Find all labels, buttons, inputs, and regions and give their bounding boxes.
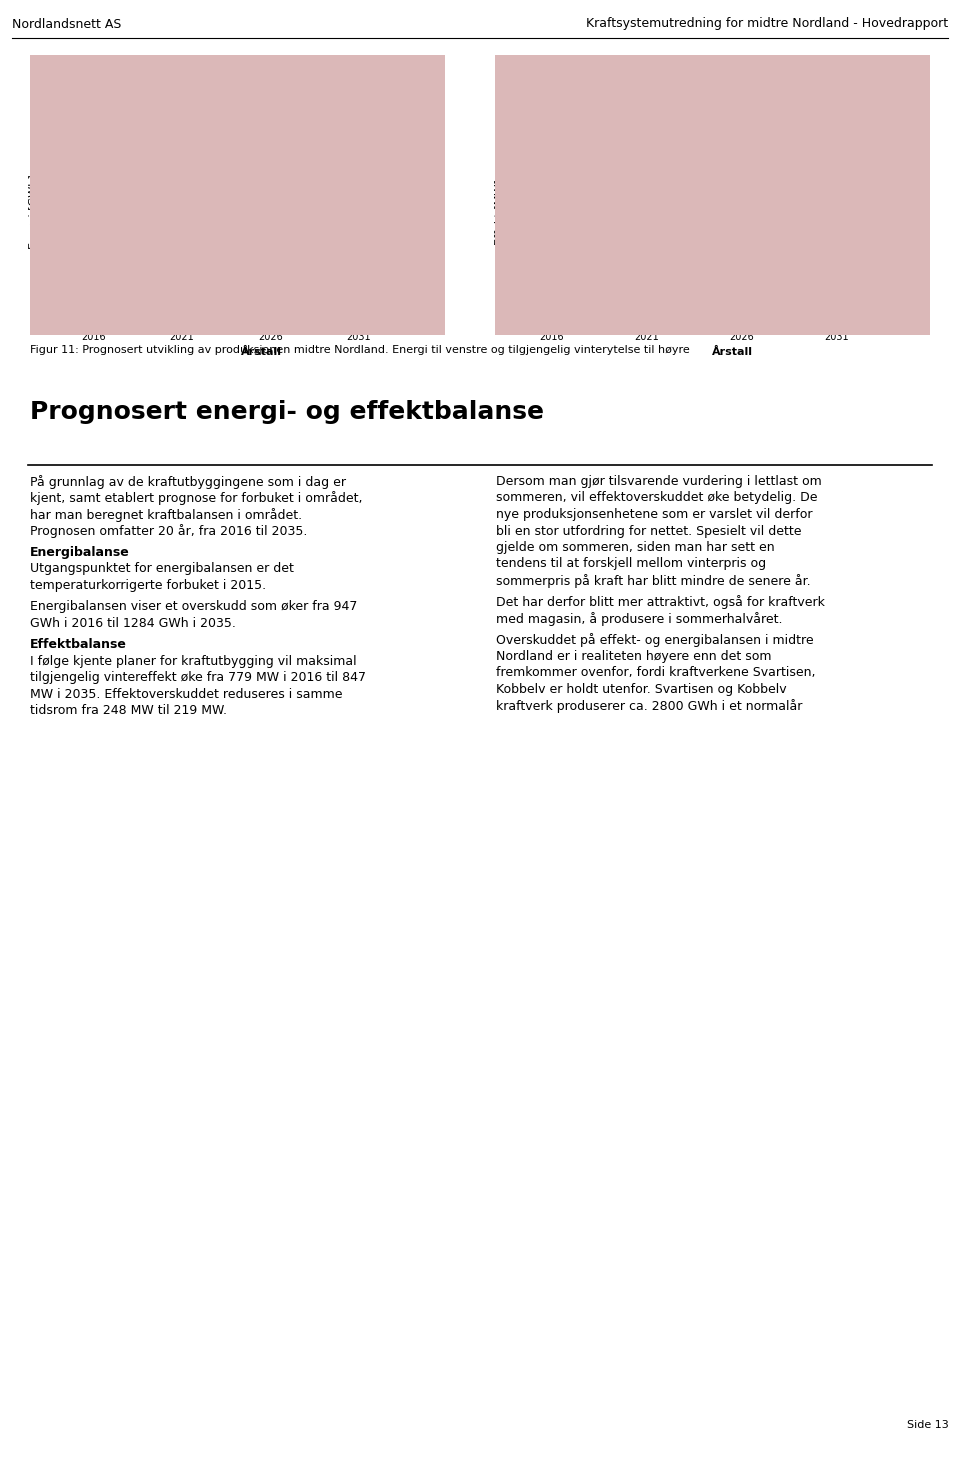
Text: Figur 11: Prognosert utvikling av produksjonen midtre Nordland. Energi til venst: Figur 11: Prognosert utvikling av produk… — [30, 346, 689, 354]
Text: kjent, samt etablert prognose for forbuket i området,: kjent, samt etablert prognose for forbuk… — [30, 491, 363, 506]
X-axis label: Årstall: Årstall — [241, 347, 282, 357]
Legend: Salten, Nord-Salten, Midtre Nordland: Salten, Nord-Salten, Midtre Nordland — [85, 73, 405, 92]
Text: med magasin, å produsere i sommerhalvåret.: med magasin, å produsere i sommerhalvåre… — [496, 612, 782, 625]
Text: Prognosert energi- og effektbalanse: Prognosert energi- og effektbalanse — [30, 399, 544, 424]
Text: Prognosen omfatter 20 år, fra 2016 til 2035.: Prognosen omfatter 20 år, fra 2016 til 2… — [30, 525, 307, 538]
Text: Overskuddet på effekt- og energibalansen i midtre: Overskuddet på effekt- og energibalansen… — [496, 633, 814, 647]
Text: Kobbelv er holdt utenfor. Svartisen og Kobbelv: Kobbelv er holdt utenfor. Svartisen og K… — [496, 682, 786, 695]
Text: I følge kjente planer for kraftutbygging vil maksimal: I følge kjente planer for kraftutbygging… — [30, 655, 356, 668]
Text: nye produksjonsenhetene som er varslet vil derfor: nye produksjonsenhetene som er varslet v… — [496, 507, 812, 521]
Text: tendens til at forskjell mellom vinterpris og: tendens til at forskjell mellom vinterpr… — [496, 557, 766, 570]
Text: GWh i 2016 til 1284 GWh i 2035.: GWh i 2016 til 1284 GWh i 2035. — [30, 617, 236, 630]
X-axis label: Årstall: Årstall — [711, 347, 753, 357]
Text: Kraftsystemutredning for midtre Nordland - Hovedrapport: Kraftsystemutredning for midtre Nordland… — [587, 17, 948, 31]
Text: fremkommer ovenfor, fordi kraftverkene Svartisen,: fremkommer ovenfor, fordi kraftverkene S… — [496, 666, 815, 679]
Text: Nordlandsnett AS: Nordlandsnett AS — [12, 17, 121, 31]
Text: tidsrom fra 248 MW til 219 MW.: tidsrom fra 248 MW til 219 MW. — [30, 704, 227, 717]
Text: Nordland er i realiteten høyere enn det som: Nordland er i realiteten høyere enn det … — [496, 650, 772, 663]
Text: Det har derfor blitt mer attraktivt, også for kraftverk: Det har derfor blitt mer attraktivt, ogs… — [496, 595, 825, 609]
Text: Energibalansen viser et overskudd som øker fra 947: Energibalansen viser et overskudd som øk… — [30, 601, 357, 614]
Text: bli en stor utfordring for nettet. Spesielt vil dette: bli en stor utfordring for nettet. Spesi… — [496, 525, 802, 538]
Text: sommerpris på kraft har blitt mindre de senere år.: sommerpris på kraft har blitt mindre de … — [496, 574, 810, 588]
Legend: Salten, Nord-Salten, Midtre Nordland: Salten, Nord-Salten, Midtre Nordland — [542, 73, 862, 92]
Text: Utgangspunktet for energibalansen er det: Utgangspunktet for energibalansen er det — [30, 563, 294, 576]
Text: Side 13: Side 13 — [907, 1420, 948, 1430]
Text: temperaturkorrigerte forbuket i 2015.: temperaturkorrigerte forbuket i 2015. — [30, 579, 266, 592]
Y-axis label: Energi [GWh]: Energi [GWh] — [29, 175, 38, 249]
Text: sommeren, vil effektoverskuddet øke betydelig. De: sommeren, vil effektoverskuddet øke bety… — [496, 491, 818, 504]
Y-axis label: Effekt [MW]: Effekt [MW] — [494, 179, 504, 245]
Text: gjelde om sommeren, siden man har sett en: gjelde om sommeren, siden man har sett e… — [496, 541, 775, 554]
Text: Energibalanse: Energibalanse — [30, 545, 130, 558]
Text: har man beregnet kraftbalansen i området.: har man beregnet kraftbalansen i området… — [30, 507, 302, 522]
Text: Dersom man gjør tilsvarende vurdering i lettlast om: Dersom man gjør tilsvarende vurdering i … — [496, 475, 822, 488]
Text: tilgjengelig vintereffekt øke fra 779 MW i 2016 til 847: tilgjengelig vintereffekt øke fra 779 MW… — [30, 672, 366, 684]
Text: kraftverk produserer ca. 2800 GWh i et normalår: kraftverk produserer ca. 2800 GWh i et n… — [496, 700, 803, 713]
Text: MW i 2035. Effektoverskuddet reduseres i samme: MW i 2035. Effektoverskuddet reduseres i… — [30, 688, 343, 701]
Text: På grunnlag av de kraftutbyggingene som i dag er: På grunnlag av de kraftutbyggingene som … — [30, 475, 346, 488]
Text: Effektbalanse: Effektbalanse — [30, 639, 127, 652]
